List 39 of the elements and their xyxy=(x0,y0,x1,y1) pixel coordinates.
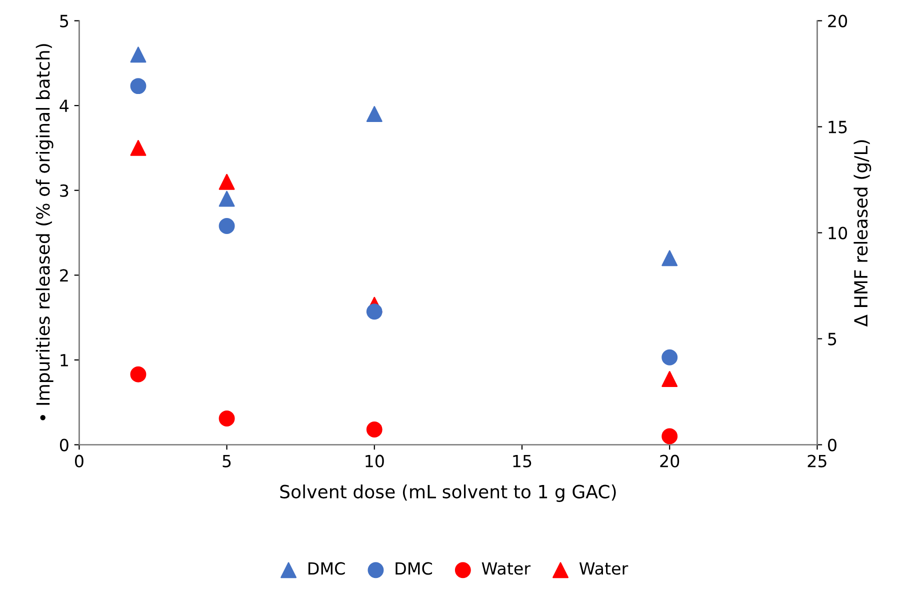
x-tick-label: 0 xyxy=(74,454,84,468)
y2-tick-label: 10 xyxy=(828,226,848,240)
point xyxy=(130,46,146,63)
point xyxy=(662,349,678,366)
y2-tick-label: 5 xyxy=(828,332,836,346)
point xyxy=(366,304,382,320)
legend-label: Water xyxy=(579,562,628,575)
y-tick-label: 5 xyxy=(60,14,68,28)
point xyxy=(130,78,146,94)
point xyxy=(218,174,235,190)
y2-tick-label: 0 xyxy=(828,438,836,452)
y-tick-label: 3 xyxy=(60,184,68,197)
point xyxy=(366,422,382,438)
x-axis-title: Solvent dose (mL solvent to 1 g GAC) xyxy=(280,484,616,502)
point xyxy=(218,218,235,234)
point xyxy=(130,140,146,156)
y2-axis-title: Δ HMF released (g/L) xyxy=(854,140,872,327)
point xyxy=(662,371,678,388)
y-axis-title: • Impurities released (% of original batch) xyxy=(36,44,54,420)
x-tick-label: 25 xyxy=(808,454,826,468)
y-tick-label: 4 xyxy=(60,100,69,112)
point xyxy=(218,190,235,207)
x-tick-label: 10 xyxy=(366,454,384,468)
y2-tick-label: 20 xyxy=(828,14,848,28)
legend-label: DMC xyxy=(396,562,432,575)
legend-label: Water xyxy=(482,562,531,575)
y2-tick-label: 15 xyxy=(828,120,847,134)
y-tick-label: 0 xyxy=(60,438,68,452)
point xyxy=(218,410,235,426)
point xyxy=(366,106,382,122)
x-tick-label: 5 xyxy=(222,454,231,468)
point xyxy=(130,366,146,382)
legend-label: DMC xyxy=(308,562,345,575)
point xyxy=(662,428,678,444)
y-tick-label: 1 xyxy=(60,354,68,366)
x-tick-label: 15 xyxy=(513,454,532,468)
y-tick-label: 2 xyxy=(60,269,68,282)
point xyxy=(662,250,678,266)
x-tick-label: 20 xyxy=(660,454,680,468)
